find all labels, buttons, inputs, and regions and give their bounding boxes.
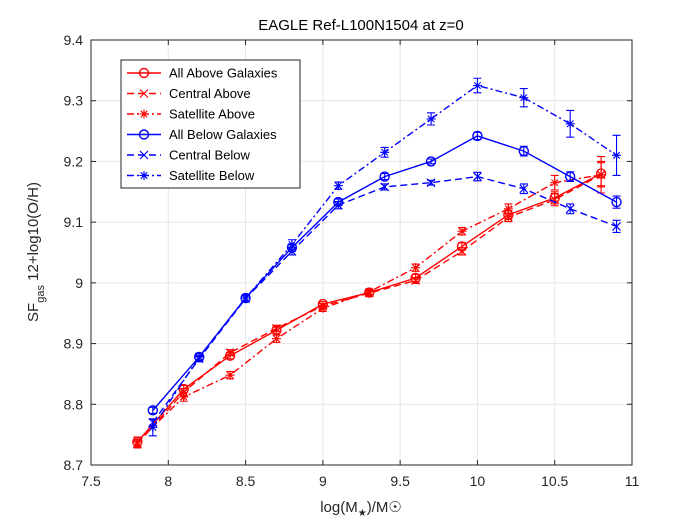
legend-label: Central Above	[169, 86, 251, 101]
data-point-star	[241, 293, 251, 303]
data-point-circle	[379, 171, 390, 182]
data-point-x	[426, 178, 436, 188]
data-point-x	[272, 323, 281, 333]
series-2	[132, 156, 606, 448]
x-axis-label: log(M★)/M☉	[320, 499, 402, 519]
y-tick-label: 9.1	[64, 214, 84, 230]
data-point-star	[612, 150, 622, 160]
x-tick-label: 11	[625, 473, 640, 489]
legend-label: All Above Galaxies	[169, 66, 278, 81]
y-tick-label: 9.3	[64, 93, 84, 109]
legend-label: Satellite Below	[169, 168, 255, 183]
x-tick-label: 7.5	[81, 473, 101, 489]
data-point-star	[287, 240, 297, 250]
error-bar	[427, 158, 436, 165]
legend-entry: Central Below	[127, 148, 251, 163]
data-point-x	[565, 204, 575, 214]
legend-marker	[139, 171, 149, 180]
data-point-star	[565, 119, 575, 129]
data-point-x	[612, 221, 621, 231]
y-tick-label: 8.8	[64, 396, 84, 412]
legend-entry: Satellite Above	[127, 107, 255, 122]
data-point-star	[333, 181, 343, 191]
x-tick-label: 9	[319, 473, 327, 489]
legend-entry: All Below Galaxies	[127, 127, 277, 142]
legend-label: All Below Galaxies	[169, 127, 277, 142]
legend-marker	[138, 129, 150, 140]
data-point-star	[132, 437, 142, 447]
legend-marker	[139, 109, 149, 119]
data-point-x	[333, 200, 343, 210]
y-axis-label: SFgas 12+log10(O/H)	[25, 182, 47, 322]
legend-entry: All Above Galaxies	[127, 66, 278, 81]
data-point-circle	[147, 405, 159, 416]
data-point-star	[380, 147, 390, 157]
data-point-star	[550, 178, 560, 188]
legend-entry: Satellite Below	[127, 168, 255, 183]
data-point-star	[596, 170, 606, 180]
legend-label: Central Below	[169, 148, 251, 163]
x-tick-label: 9.5	[390, 473, 410, 489]
legend-box	[120, 59, 301, 189]
x-tick-label: 8	[164, 473, 172, 489]
legend-marker	[139, 150, 149, 160]
data-point-x	[519, 184, 529, 194]
series-5	[148, 77, 622, 437]
data-point-star	[194, 352, 204, 362]
data-point-star	[318, 303, 328, 313]
data-point-x	[380, 182, 390, 192]
data-point-star	[225, 370, 235, 380]
y-tick-label: 9.4	[64, 32, 84, 48]
data-point-star	[503, 204, 513, 214]
data-point-x	[225, 348, 235, 358]
data-point-star	[364, 287, 374, 297]
y-tick-label: 9.2	[64, 153, 84, 169]
x-tick-label: 10.5	[541, 473, 568, 489]
data-point-star	[179, 392, 189, 402]
data-point-star	[472, 81, 482, 91]
legend-entry: Central Above	[127, 86, 251, 101]
data-point-x	[473, 172, 482, 182]
legend-marker	[138, 67, 150, 79]
chart-title: EAGLE Ref-L100N1504 at z=0	[258, 17, 464, 34]
data-point-x	[457, 246, 467, 256]
data-point-star	[457, 226, 467, 236]
data-point-circle	[518, 145, 529, 157]
data-point-star	[411, 263, 421, 273]
plot-frame	[90, 39, 633, 466]
x-tick-label: 8.5	[236, 473, 256, 489]
data-point-star	[271, 334, 281, 344]
y-tick-label: 8.9	[64, 336, 84, 352]
y-tick-label: 9	[75, 275, 83, 291]
legend: All Above Galaxies Central Above Satellite…	[120, 59, 301, 189]
data-point-x	[411, 276, 421, 285]
data-point-star	[148, 422, 158, 432]
data-point-circle	[611, 196, 622, 208]
data-point-circle	[425, 156, 437, 167]
data-point-x	[550, 195, 560, 205]
data-point-x	[503, 212, 513, 222]
y-tick-label: 8.7	[64, 457, 84, 473]
legend-label: Satellite Above	[169, 107, 255, 122]
data-point-star	[426, 114, 436, 124]
series-layer	[132, 77, 622, 449]
data-point-star	[519, 93, 529, 103]
data-point-circle	[472, 130, 483, 142]
x-tick-label: 10	[470, 473, 486, 489]
legend-marker	[139, 89, 149, 98]
data-point-circle	[564, 171, 576, 182]
tick-layer: 7.5 8 8.5 9 9.5 10 10.5 11 8.7 8.8 8.9 9 9.1 9.2 9.3 9.…	[64, 32, 640, 489]
